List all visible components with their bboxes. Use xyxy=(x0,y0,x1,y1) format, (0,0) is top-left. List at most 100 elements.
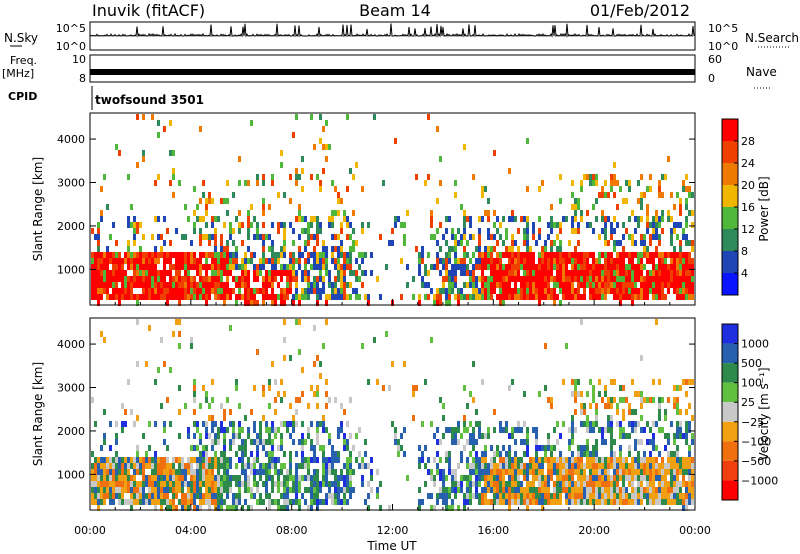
heatmap-cell xyxy=(547,397,550,403)
heatmap-cell xyxy=(112,463,115,469)
heatmap-cell xyxy=(199,403,202,409)
heatmap-cell xyxy=(676,252,679,258)
heatmap-cell xyxy=(658,469,661,475)
heatmap-cell xyxy=(298,246,301,252)
heatmap-cell xyxy=(208,469,211,475)
heatmap-cell xyxy=(169,270,172,276)
heatmap-cell xyxy=(628,433,631,439)
heatmap-cell xyxy=(271,421,274,427)
heatmap-cell xyxy=(94,457,97,463)
heatmap-cell xyxy=(466,475,469,481)
heatmap-cell xyxy=(487,481,490,487)
heatmap-cell xyxy=(247,282,250,288)
heatmap-cell xyxy=(211,475,214,481)
heatmap-cell xyxy=(130,409,133,415)
heatmap-cell xyxy=(589,379,592,385)
heatmap-cell xyxy=(508,282,511,288)
heatmap-cell xyxy=(589,481,592,487)
heatmap-cell xyxy=(442,481,445,487)
heatmap-cell xyxy=(628,288,631,294)
heatmap-cell xyxy=(253,216,256,222)
heatmap-cell xyxy=(442,493,445,499)
heatmap-cell xyxy=(679,276,682,282)
heatmap-cell xyxy=(604,252,607,258)
heatmap-cell xyxy=(205,433,208,439)
heatmap-cell xyxy=(112,457,115,463)
heatmap-cell xyxy=(322,445,325,451)
heatmap-cell xyxy=(550,403,553,409)
heatmap-cell xyxy=(136,481,139,487)
heatmap-cell xyxy=(361,343,364,349)
velocity-panel: 00:00 04:00 08:00 12:00 16:00 20:00 00:00 1000… xyxy=(31,317,778,553)
heatmap-cell xyxy=(247,300,250,306)
heatmap-cell xyxy=(514,499,517,505)
heatmap-cell xyxy=(208,505,211,511)
heatmap-cell xyxy=(646,288,649,294)
heatmap-cell xyxy=(481,379,484,385)
heatmap-cell xyxy=(226,180,229,186)
heatmap-cell xyxy=(193,475,196,481)
heatmap-cell xyxy=(154,294,157,300)
heatmap-cell xyxy=(118,294,121,300)
heatmap-cell xyxy=(130,294,133,300)
heatmap-cell xyxy=(442,258,445,264)
heatmap-cell xyxy=(118,487,121,493)
heatmap-cell xyxy=(664,475,667,481)
heatmap-cell xyxy=(130,493,133,499)
heatmap-cell xyxy=(685,270,688,276)
heatmap-cell xyxy=(232,427,235,433)
heatmap-cell xyxy=(538,288,541,294)
heatmap-cell xyxy=(271,174,274,180)
heatmap-cell xyxy=(157,457,160,463)
heatmap-cell xyxy=(118,457,121,463)
heatmap-cell xyxy=(562,270,565,276)
heatmap-cell xyxy=(145,463,148,469)
heatmap-cell xyxy=(295,180,298,186)
heatmap-cell xyxy=(658,415,661,421)
heatmap-cell xyxy=(664,409,667,415)
heatmap-cell xyxy=(316,439,319,445)
heatmap-cell xyxy=(586,222,589,228)
heatmap-cell xyxy=(286,270,289,276)
heatmap-cell xyxy=(523,499,526,505)
heatmap-cell xyxy=(190,457,193,463)
heatmap-cell xyxy=(172,457,175,463)
heatmap-cell xyxy=(292,427,295,433)
heatmap-cell xyxy=(226,252,229,258)
heatmap-cell xyxy=(514,216,517,222)
heatmap-cell xyxy=(100,294,103,300)
heatmap-cell xyxy=(124,288,127,294)
heatmap-cell xyxy=(121,270,124,276)
heatmap-cell xyxy=(616,288,619,294)
heatmap-cell xyxy=(91,487,94,493)
heatmap-cell xyxy=(481,192,484,198)
heatmap-cell xyxy=(550,216,553,222)
heatmap-cell xyxy=(241,294,244,300)
heatmap-cell xyxy=(619,264,622,270)
heatmap-cell xyxy=(244,475,247,481)
heatmap-cell xyxy=(661,174,664,180)
heatmap-cell xyxy=(679,493,682,499)
heatmap-cell xyxy=(496,445,499,451)
heatmap-cell xyxy=(640,288,643,294)
heatmap-cell xyxy=(610,222,613,228)
heatmap-cell xyxy=(598,270,601,276)
heatmap-cell xyxy=(148,258,151,264)
heatmap-cell xyxy=(571,415,574,421)
heatmap-cell xyxy=(496,475,499,481)
heatmap-cell xyxy=(565,216,568,222)
heatmap-cell xyxy=(583,258,586,264)
heatmap-cell xyxy=(160,403,163,409)
heatmap-cell xyxy=(496,499,499,505)
heatmap-cell xyxy=(688,451,691,457)
heatmap-cell xyxy=(676,270,679,276)
heatmap-cell xyxy=(205,288,208,294)
heatmap-cell xyxy=(148,493,151,499)
heatmap-cell xyxy=(601,463,604,469)
heatmap-cell xyxy=(325,258,328,264)
heatmap-cell xyxy=(205,204,208,210)
heatmap-cell xyxy=(394,433,397,439)
heatmap-cell xyxy=(184,204,187,210)
heatmap-cell xyxy=(592,180,595,186)
heatmap-cell xyxy=(109,258,112,264)
